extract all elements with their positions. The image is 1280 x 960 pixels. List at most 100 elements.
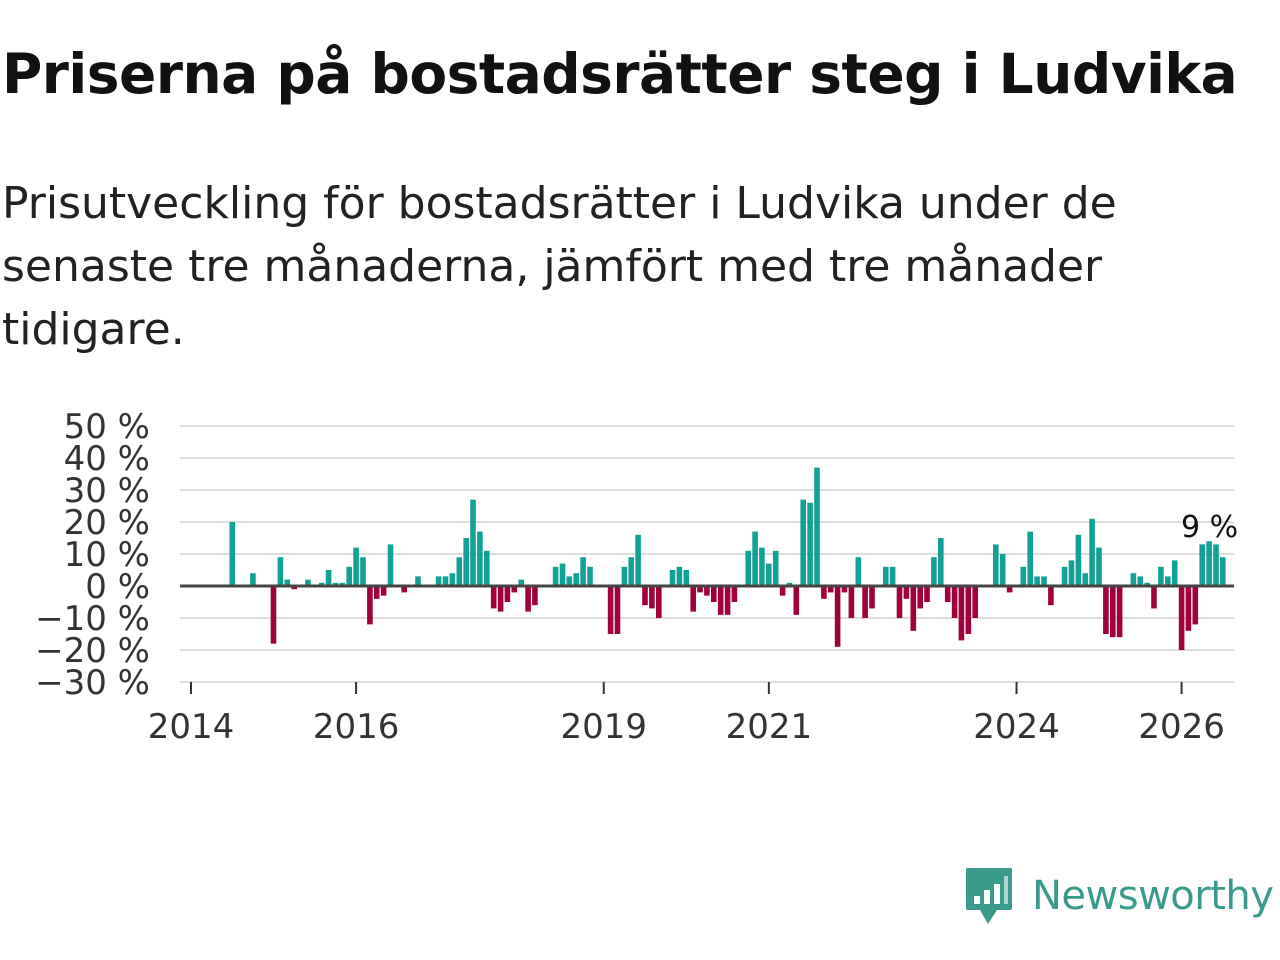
- bar: [442, 576, 449, 586]
- bar: [642, 586, 648, 606]
- bar: [470, 499, 476, 586]
- bar: [944, 586, 951, 602]
- bar: [999, 554, 1006, 586]
- bar: [353, 547, 359, 586]
- bar: [490, 586, 497, 609]
- bar: [552, 566, 559, 586]
- bar: [1213, 544, 1219, 586]
- bar: [477, 531, 483, 586]
- bar: [759, 547, 765, 586]
- bar: [669, 570, 676, 586]
- y-tick-label: 50 %: [64, 407, 150, 447]
- bar: [827, 586, 834, 593]
- bar: [573, 573, 579, 586]
- bar: [1061, 566, 1068, 586]
- bar: [800, 499, 806, 586]
- brand-name: Newsworthy: [1032, 873, 1274, 919]
- y-tick-label: 30 %: [64, 471, 150, 511]
- bar: [518, 579, 524, 586]
- bar: [972, 586, 978, 618]
- bar: [318, 582, 325, 586]
- bar: [387, 544, 394, 586]
- bar: [951, 586, 958, 618]
- bar: [869, 586, 875, 609]
- price-change-chart: 50 %40 %30 %20 %10 %0 %−10 %−20 %−30 % 2…: [35, 407, 1238, 747]
- bar: [704, 586, 710, 596]
- bar: [463, 538, 469, 586]
- bar: [511, 586, 518, 593]
- bar: [834, 586, 841, 647]
- bar: [1137, 576, 1144, 586]
- bar: [250, 573, 256, 586]
- bar: [229, 522, 236, 586]
- bar: [931, 557, 937, 586]
- bar: [772, 550, 779, 586]
- bar: [1048, 586, 1054, 606]
- x-tick-label: 2026: [1138, 707, 1225, 747]
- bar: [766, 563, 772, 586]
- bar: [821, 586, 827, 599]
- y-axis: 50 %40 %30 %20 %10 %0 %−10 %−20 %−30 %: [35, 407, 150, 703]
- bar: [779, 586, 786, 596]
- bar: [814, 467, 820, 586]
- bar: [1192, 586, 1199, 625]
- bar: [697, 586, 703, 593]
- bar: [1158, 566, 1164, 586]
- y-tick-label: 0 %: [85, 567, 150, 607]
- page-title: Priserna på bostadsrätter steg i Ludvika: [2, 42, 1238, 106]
- bar: [676, 566, 683, 586]
- bar: [621, 566, 628, 586]
- bar: [456, 557, 463, 586]
- bar: [346, 566, 352, 586]
- bar: [649, 586, 655, 609]
- bar: [360, 557, 366, 586]
- bar: [793, 586, 800, 615]
- bar: [277, 557, 284, 586]
- bar: [938, 538, 944, 586]
- y-tick-label: 40 %: [64, 439, 150, 479]
- bar: [1034, 576, 1040, 586]
- bar: [332, 582, 339, 586]
- bar: [1068, 560, 1075, 586]
- bar: [525, 586, 531, 612]
- bar: [752, 531, 758, 586]
- bar: [786, 582, 793, 586]
- bar: [1116, 586, 1123, 638]
- bar: [917, 586, 923, 609]
- x-tick-label: 2019: [560, 707, 647, 747]
- bar: [532, 586, 538, 606]
- x-tick-label: 2021: [726, 707, 813, 747]
- bar: [731, 586, 738, 602]
- bar: [373, 586, 380, 599]
- bar: [965, 586, 972, 634]
- bar: [862, 586, 868, 618]
- latest-value-label: 9 %: [1181, 510, 1238, 545]
- bar: [807, 502, 813, 586]
- bar: [1199, 544, 1205, 586]
- bar: [559, 563, 566, 586]
- bar: [924, 586, 930, 602]
- y-tick-label: 20 %: [64, 503, 150, 543]
- x-tick-label: 2016: [313, 707, 400, 747]
- bar: [745, 550, 751, 586]
- bar: [958, 586, 965, 641]
- bar: [883, 566, 889, 586]
- bar: [1075, 534, 1082, 586]
- bar: [841, 586, 848, 593]
- y-tick-label: −10 %: [35, 599, 150, 639]
- bar: [607, 586, 614, 634]
- bar: [848, 586, 855, 618]
- bar: [1178, 586, 1185, 650]
- bar: [504, 586, 511, 602]
- x-tick-label: 2024: [973, 707, 1060, 747]
- bar: [724, 586, 731, 615]
- bar: [1082, 573, 1089, 586]
- bar: [855, 557, 862, 586]
- bar: [415, 576, 421, 586]
- bar: [1027, 531, 1033, 586]
- bar: [1171, 560, 1178, 586]
- bar: [435, 576, 442, 586]
- bar-series: [229, 467, 1226, 650]
- bar: [1206, 541, 1212, 586]
- bar: [367, 586, 373, 625]
